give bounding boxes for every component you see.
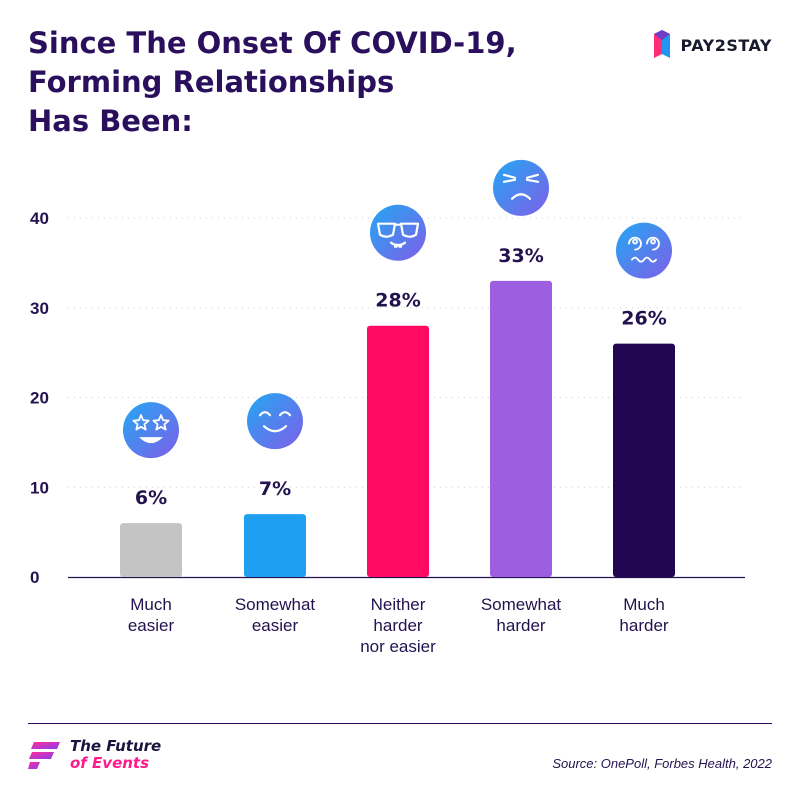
category-label: easier	[128, 616, 175, 635]
bar	[613, 343, 675, 577]
category-label: Much	[623, 595, 665, 614]
title-line-3: Has Been:	[28, 104, 193, 138]
y-tick-label: 0	[30, 568, 39, 587]
future-of-events-logo: The Future of Events	[28, 738, 161, 772]
future-of-events-logo-icon	[28, 742, 60, 769]
brand-name: PAY2STAY	[680, 35, 772, 55]
category-label: Somewhat	[235, 595, 316, 614]
frowning-face-icon	[493, 159, 549, 216]
category-label: Somewhat	[481, 595, 562, 614]
footer-divider	[28, 723, 772, 724]
nerd-face-icon	[370, 204, 426, 261]
bar	[367, 325, 429, 577]
logo-line-1: The Future	[70, 737, 162, 755]
category-label: harder	[496, 616, 545, 635]
dizzy-face-icon	[616, 222, 672, 279]
bar	[120, 523, 182, 577]
pay2stay-logo: PAY2STAY	[651, 28, 772, 62]
y-tick-label: 10	[30, 478, 49, 497]
logo-line-2: of Events	[70, 754, 150, 772]
category-label: harder	[373, 616, 422, 635]
data-label: 6%	[135, 487, 167, 509]
title-line-2: Forming Relationships	[28, 65, 395, 99]
smiling-face-icon	[247, 393, 303, 450]
data-label: 26%	[621, 308, 666, 330]
source-note: Source: OnePoll, Forbes Health, 2022	[552, 756, 772, 771]
pay2stay-logo-icon	[653, 30, 670, 58]
bar	[244, 514, 306, 577]
category-label: harder	[619, 616, 668, 635]
category-label: easier	[252, 616, 299, 635]
chart-title: Since The Onset Of COVID-19, Forming Rel…	[28, 24, 517, 141]
y-tick-label: 20	[30, 389, 49, 408]
bar	[490, 280, 552, 577]
star-eyes-face-icon	[123, 402, 179, 459]
y-tick-label: 40	[30, 209, 49, 228]
category-label: Much	[130, 595, 172, 614]
data-label: 28%	[375, 290, 420, 312]
category-label: nor easier	[360, 637, 436, 656]
data-label: 7%	[259, 478, 291, 500]
data-label: 33%	[498, 245, 543, 267]
y-tick-label: 30	[30, 299, 49, 318]
category-label: Neither	[371, 595, 426, 614]
title-line-1: Since The Onset Of COVID-19,	[28, 26, 517, 60]
bar-chart: 0 10 20 30 40 6% Much easier 7% Somewhat easier 28%…	[30, 159, 745, 656]
